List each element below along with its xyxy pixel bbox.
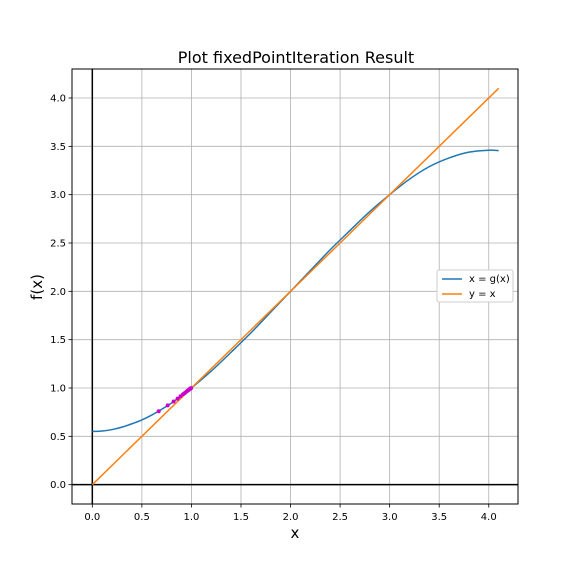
- series-identity-line: [91, 87, 500, 486]
- x-axis-label: x: [291, 524, 300, 542]
- iteration-point: [156, 409, 161, 414]
- plot-area: [91, 87, 500, 486]
- y-axis-ticks: 0.0 0.5 1.0 1.5 2.0 2.5 3.0 3.5 4.0: [50, 94, 72, 491]
- x-tick-label: 1.5: [233, 512, 249, 523]
- x-tick-label: 0.5: [134, 512, 150, 523]
- y-tick-label: 0.5: [50, 432, 66, 443]
- x-tick-label: 3.0: [382, 512, 398, 523]
- iteration-point: [171, 399, 176, 404]
- axes-frame: [71, 68, 519, 505]
- y-tick-label: 2.5: [50, 239, 66, 250]
- x-tick-label: 1.0: [183, 512, 199, 523]
- y-tick-label: 0.0: [50, 480, 66, 491]
- legend-label-identity: y = x: [469, 289, 496, 300]
- x-tick-label: 4.0: [481, 512, 497, 523]
- iteration-point: [175, 396, 180, 401]
- iteration-point: [165, 403, 170, 408]
- x-tick-label: 2.0: [283, 512, 299, 523]
- legend: x = g(x) y = x: [436, 269, 514, 303]
- x-tick-label: 3.5: [431, 512, 447, 523]
- iteration-point: [189, 386, 194, 391]
- y-axis-label: f(x): [28, 274, 46, 300]
- x-axis-ticks: 0.0 0.5 1.0 1.5 2.0 2.5 3.0 3.5 4.0: [84, 504, 497, 523]
- y-tick-label: 3.5: [50, 142, 66, 153]
- x-tick-label: 2.5: [332, 512, 348, 523]
- y-tick-label: 3.0: [50, 190, 66, 201]
- y-tick-label: 1.0: [50, 384, 66, 395]
- chart-title: Plot fixedPointIteration Result: [178, 48, 414, 67]
- series-g-line: [92, 149, 499, 433]
- y-tick-label: 4.0: [50, 94, 66, 105]
- y-tick-label: 1.5: [50, 335, 66, 346]
- y-tick-label: 2.0: [50, 287, 66, 298]
- x-tick-label: 0.0: [84, 512, 100, 523]
- legend-label-g: x = g(x): [469, 274, 510, 285]
